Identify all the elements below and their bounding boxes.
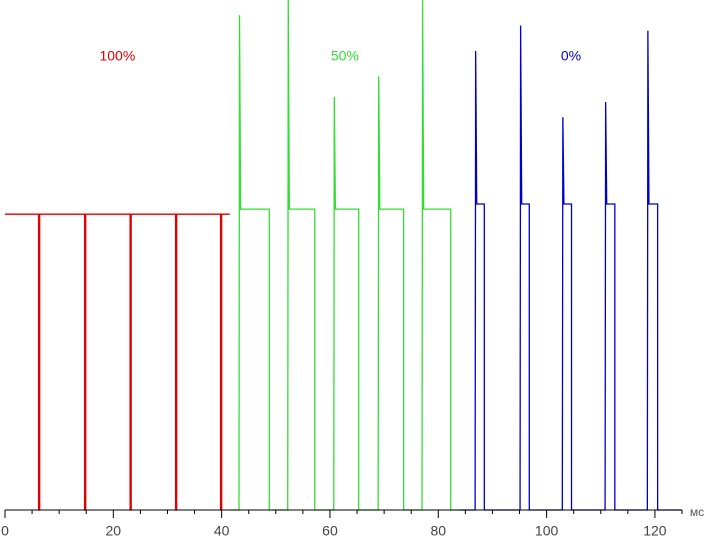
x-tick-label: 120 <box>643 523 667 539</box>
series-label: 50% <box>331 48 359 64</box>
x-tick-label: 0 <box>1 523 9 539</box>
series-line <box>229 0 460 511</box>
x-axis-label: мс <box>690 505 704 519</box>
series-label: 100% <box>99 48 135 64</box>
series-line <box>459 25 682 511</box>
x-tick-label: 40 <box>214 523 230 539</box>
series-line <box>5 213 230 511</box>
x-tick-label: 100 <box>535 523 559 539</box>
x-tick-label: 80 <box>430 523 446 539</box>
series-label: 0% <box>561 48 581 64</box>
x-tick-label: 20 <box>106 523 122 539</box>
x-tick-label: 60 <box>322 523 338 539</box>
